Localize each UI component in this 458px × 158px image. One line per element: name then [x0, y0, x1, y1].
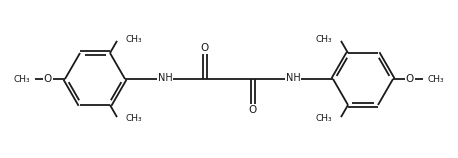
Text: NH: NH [158, 73, 172, 83]
Text: O: O [406, 74, 414, 84]
Text: CH₃: CH₃ [125, 114, 142, 123]
Text: CH₃: CH₃ [125, 35, 142, 44]
Text: O: O [201, 43, 209, 53]
Text: CH₃: CH₃ [316, 35, 333, 44]
Text: CH₃: CH₃ [428, 75, 445, 83]
Text: NH: NH [286, 73, 300, 83]
Text: CH₃: CH₃ [13, 75, 30, 83]
Text: CH₃: CH₃ [316, 114, 333, 123]
Text: O: O [44, 74, 52, 84]
Text: O: O [249, 105, 257, 115]
